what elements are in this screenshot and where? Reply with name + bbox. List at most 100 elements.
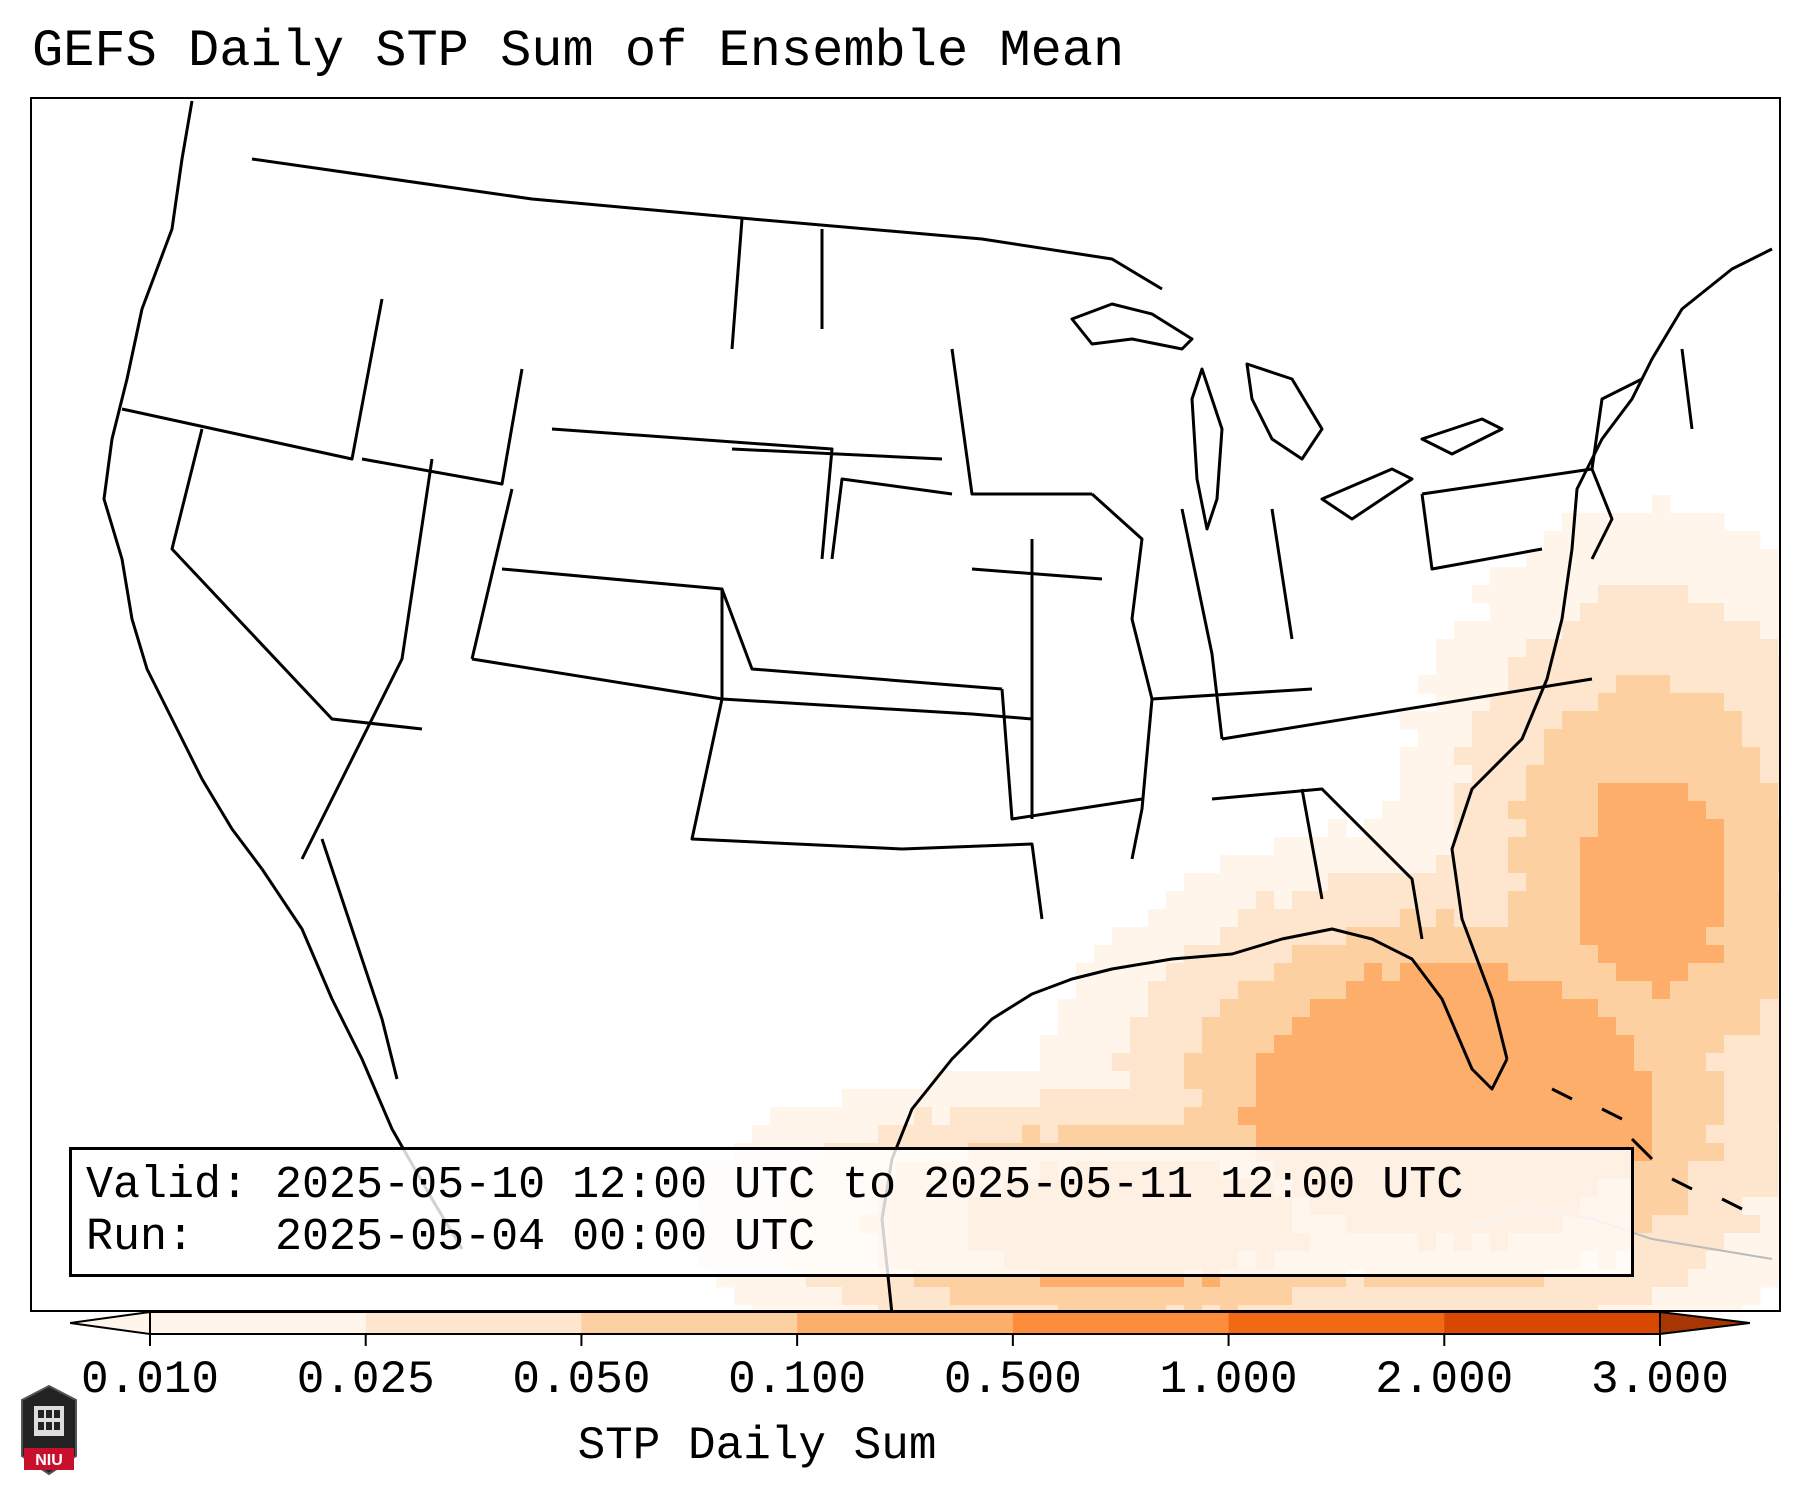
stp-cell: [1220, 1089, 1239, 1108]
stp-cell: [1652, 657, 1671, 676]
stp-cell: [1472, 1287, 1491, 1306]
stp-cell: [1778, 819, 1779, 838]
stp-cell: [1094, 981, 1113, 1000]
stp-cell: [1616, 945, 1635, 964]
stp-cell: [1544, 963, 1563, 982]
stp-cell: [1310, 1071, 1329, 1090]
stp-cell: [1742, 549, 1761, 568]
stp-cell: [1670, 603, 1689, 622]
stp-cell: [1436, 765, 1455, 784]
map-title: GEFS Daily STP Sum of Ensemble Mean: [32, 22, 1125, 81]
stp-cell: [1454, 1305, 1473, 1310]
stp-cell: [1454, 855, 1473, 874]
stp-cell: [1562, 1017, 1581, 1036]
stp-cell: [1328, 1287, 1347, 1306]
stp-cell: [1760, 693, 1779, 712]
stp-cell: [1526, 1053, 1545, 1072]
stp-cell: [1256, 873, 1275, 892]
stp-cell: [1580, 1017, 1599, 1036]
stp-cell: [1256, 1089, 1275, 1108]
stp-cell: [1400, 1071, 1419, 1090]
stp-cell: [1058, 1071, 1077, 1090]
stp-cell: [1472, 621, 1491, 640]
stp-cell: [1508, 1305, 1527, 1310]
stp-cell: [1616, 675, 1635, 694]
stp-cell: [1472, 927, 1491, 946]
stp-cell: [1274, 855, 1293, 874]
stp-cell: [1256, 1125, 1275, 1144]
stp-cell: [1598, 675, 1617, 694]
stp-cell: [1634, 1287, 1653, 1306]
colorbar-segment: [797, 1312, 1014, 1334]
stp-cell: [1238, 891, 1257, 910]
stp-cell: [1490, 837, 1509, 856]
stp-cell: [1652, 693, 1671, 712]
stp-cell: [1292, 999, 1311, 1018]
stp-cell: [1634, 873, 1653, 892]
stp-cell: [1220, 1017, 1239, 1036]
stp-cell: [1112, 1089, 1131, 1108]
stp-cell: [1634, 945, 1653, 964]
stp-cell: [1220, 981, 1239, 1000]
stp-cell: [1544, 729, 1563, 748]
stp-cell: [1688, 1161, 1707, 1180]
stp-cell: [1724, 603, 1743, 622]
stp-cell: [932, 1089, 951, 1108]
stp-cell: [1166, 981, 1185, 1000]
stp-cell: [1724, 909, 1743, 928]
stp-cell: [1328, 1017, 1347, 1036]
stp-cell: [1094, 1035, 1113, 1054]
stp-cell: [1436, 1107, 1455, 1126]
colorbar-ticks: [149, 1334, 1661, 1346]
stp-cell: [1670, 1017, 1689, 1036]
stp-cell: [1760, 1251, 1779, 1270]
stp-cell: [1778, 1053, 1779, 1072]
stp-cell: [1670, 1143, 1689, 1162]
stp-cell: [1274, 909, 1293, 928]
stp-cell: [1724, 801, 1743, 820]
stp-cell: [1634, 603, 1653, 622]
stp-cell: [1742, 891, 1761, 910]
stp-cell: [1130, 1125, 1149, 1144]
stp-cell: [1040, 1287, 1059, 1306]
stp-cell: [1490, 711, 1509, 730]
stp-cell: [1040, 1107, 1059, 1126]
stp-cell: [1742, 1053, 1761, 1072]
stp-cell: [1202, 927, 1221, 946]
stp-cell: [1490, 1107, 1509, 1126]
stp-cell: [1742, 963, 1761, 982]
stp-cell: [1760, 1269, 1779, 1288]
stp-cell: [1634, 1035, 1653, 1054]
stp-cell: [1562, 1053, 1581, 1072]
stp-cell: [1688, 819, 1707, 838]
stp-cell: [1742, 1161, 1761, 1180]
stp-cell: [1634, 621, 1653, 640]
stp-cell: [1130, 1017, 1149, 1036]
stp-cell: [1454, 1125, 1473, 1144]
stp-cell: [968, 1287, 987, 1306]
stp-cell: [1598, 693, 1617, 712]
stp-cell: [1454, 711, 1473, 730]
stp-cell: [1472, 657, 1491, 676]
stp-cell: [1382, 999, 1401, 1018]
stp-cell: [1040, 1071, 1059, 1090]
stp-cell: [1652, 981, 1671, 1000]
stp-cell: [1544, 909, 1563, 928]
stp-cell: [1220, 909, 1239, 928]
stp-cell: [1724, 927, 1743, 946]
stp-cell: [1508, 1089, 1527, 1108]
stp-cell: [1760, 1161, 1779, 1180]
stp-cell: [1490, 1287, 1509, 1306]
stp-cell: [1418, 801, 1437, 820]
stp-cell: [1706, 603, 1725, 622]
stp-cell: [1256, 1053, 1275, 1072]
stp-cell: [1706, 693, 1725, 712]
stp-cell: [1040, 1035, 1059, 1054]
stp-cell: [1454, 639, 1473, 658]
stp-cell: [968, 1125, 987, 1144]
stp-cell: [1760, 873, 1779, 892]
stp-cell: [1490, 657, 1509, 676]
stp-cell: [1652, 855, 1671, 874]
stp-cell: [1256, 1107, 1275, 1126]
stp-cell: [1472, 1125, 1491, 1144]
